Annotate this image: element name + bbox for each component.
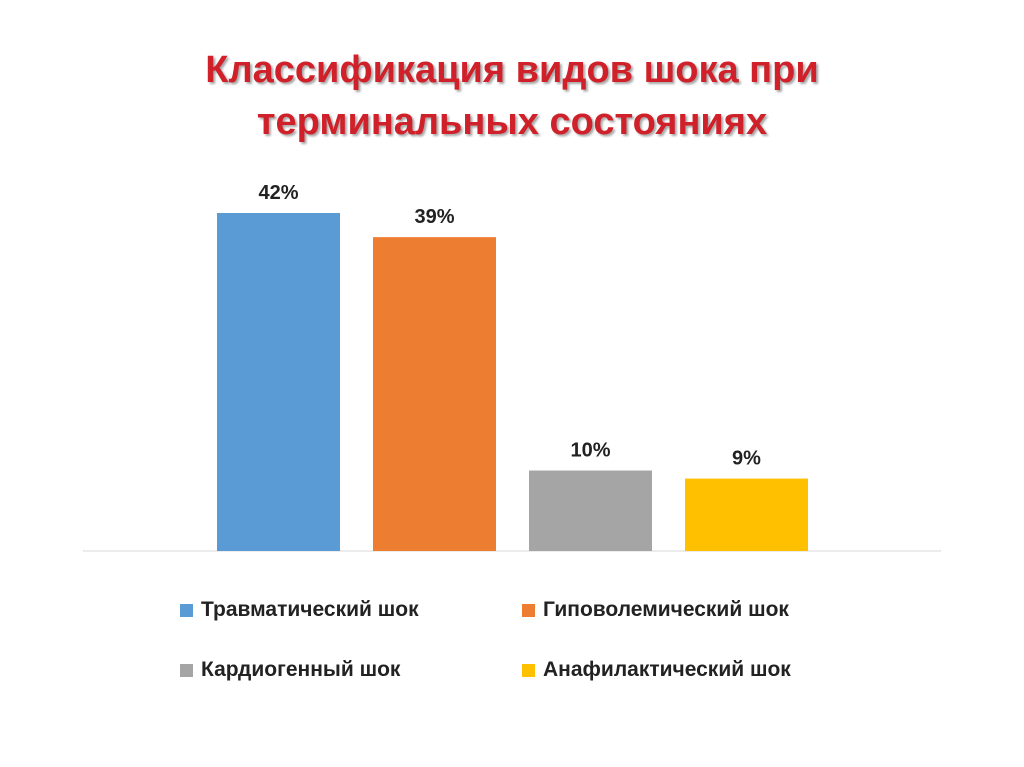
legend-swatch-traumatic [180, 603, 193, 617]
data-label-cardiogenic: 10% [570, 440, 610, 462]
data-label-traumatic: 42% [258, 182, 298, 204]
legend-label-traumatic: Травматический шок [201, 598, 419, 621]
legend-label-cardiogenic: Кардиогенный шок [201, 658, 401, 681]
chart-title: Классификация видов шока при терминальны… [0, 44, 1024, 148]
bar-traumatic [217, 213, 340, 551]
legend-swatch-cardiogenic [180, 663, 193, 677]
legend-item-hypovolemic: Гиповолемический шок [522, 598, 789, 622]
bar-cardiogenic [529, 470, 652, 551]
legend-swatch-hypovolemic [522, 603, 535, 617]
bar-anaphylactic [685, 478, 808, 551]
legend-item-cardiogenic: Кардиогенный шок [180, 658, 400, 682]
data-label-anaphylactic: 9% [732, 448, 761, 470]
bars-group [217, 213, 808, 551]
data-label-hypovolemic: 39% [414, 206, 454, 228]
legend-label-hypovolemic: Гиповолемический шок [543, 598, 789, 621]
data-labels-group: 42% 39% 10% 9% [258, 182, 761, 470]
chart-title-line-2: терминальных состояниях [256, 101, 768, 143]
bar-hypovolemic [373, 237, 496, 551]
chart-title-line-1: Классификация видов шока при [205, 49, 819, 91]
legend-item-anaphylactic: Анафилактический шок [522, 658, 791, 682]
legend-item-traumatic: Травматический шок [180, 598, 419, 622]
legend-swatch-anaphylactic [522, 663, 535, 677]
legend-label-anaphylactic: Анафилактический шок [543, 658, 791, 681]
